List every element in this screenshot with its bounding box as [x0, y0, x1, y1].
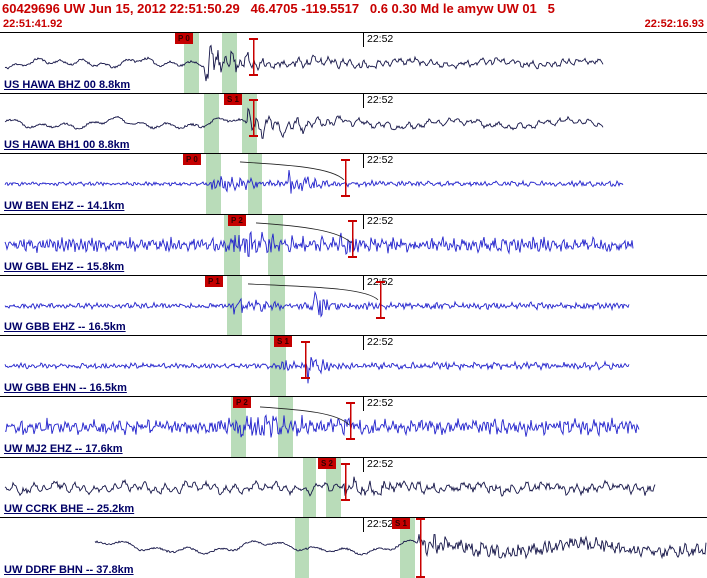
- minute-label: 22:52: [367, 518, 394, 531]
- association-curve: [239, 161, 345, 181]
- time-window-bar: 22:51:41.92 22:52:16.93: [0, 17, 707, 32]
- association-curve: [255, 222, 352, 244]
- phase-pick-marker[interactable]: [341, 159, 350, 198]
- pick-window-band[interactable]: [400, 518, 415, 578]
- phase-pick-label[interactable]: S 2: [318, 457, 337, 469]
- waveform-trace[interactable]: [0, 215, 707, 275]
- channel-row: 22:52 UW BEN EHZ -- 14.1km P 0: [0, 153, 707, 214]
- station-label[interactable]: US HAWA BH1 00 8.8km: [4, 139, 130, 152]
- waveform-trace[interactable]: [0, 154, 707, 214]
- window-end-time: 22:52:16.93: [644, 18, 704, 30]
- pick-window-band[interactable]: [268, 215, 283, 275]
- minute-tick-icon: [363, 397, 364, 411]
- phase-pick-label[interactable]: P 1: [205, 275, 223, 287]
- minute-label: 22:52: [367, 93, 394, 106]
- waveform-trace[interactable]: [0, 518, 707, 578]
- waveform-trace[interactable]: [0, 276, 707, 336]
- channel-row: 22:52 UW GBB EHZ -- 16.5km P 1: [0, 274, 707, 336]
- minute-tick-icon: [363, 93, 364, 108]
- minute-tick-icon: [363, 154, 364, 169]
- phase-pick-marker[interactable]: [249, 98, 258, 137]
- pick-window-band[interactable]: [303, 457, 316, 518]
- phase-pick-label[interactable]: P 0: [175, 33, 193, 44]
- waveform-trace[interactable]: [0, 94, 707, 154]
- waveform-trace[interactable]: [0, 458, 707, 518]
- association-curve: [259, 406, 350, 426]
- channel-row: 22:52 US HAWA BH1 00 8.8km S 1: [0, 92, 707, 154]
- pick-window-band[interactable]: [222, 33, 237, 93]
- window-start-time: 22:51:41.92: [3, 18, 63, 30]
- station-label[interactable]: UW MJ2 EHZ -- 17.6km: [4, 442, 123, 455]
- station-label[interactable]: UW GBL EHZ -- 15.8km: [4, 260, 125, 273]
- minute-label: 22:52: [367, 154, 394, 167]
- phase-pick-marker[interactable]: [249, 38, 258, 76]
- minute-tick-icon: [363, 518, 364, 533]
- phase-pick-marker[interactable]: [348, 220, 357, 258]
- channel-row: 22:52 UW GBB EHN -- 16.5km S 1: [0, 335, 707, 396]
- pick-window-band[interactable]: [227, 275, 242, 336]
- phase-pick-label[interactable]: S 1: [392, 518, 411, 530]
- station-label[interactable]: US HAWA BHZ 00 8.8km: [4, 78, 131, 91]
- pick-window-band[interactable]: [224, 215, 240, 275]
- station-label[interactable]: UW GBB EHN -- 16.5km: [4, 382, 127, 394]
- channel-row: 22:52 US HAWA BHZ 00 8.8km P 0: [0, 32, 707, 93]
- pick-window-band[interactable]: [248, 154, 262, 214]
- station-label[interactable]: UW GBB EHZ -- 16.5km: [4, 321, 126, 334]
- waveform-trace[interactable]: [0, 336, 707, 396]
- station-label[interactable]: UW DDRF BHN -- 37.8km: [4, 564, 134, 576]
- phase-pick-marker[interactable]: [301, 341, 310, 380]
- phase-pick-marker[interactable]: [416, 518, 425, 578]
- pick-window-band[interactable]: [270, 275, 285, 336]
- phase-pick-marker[interactable]: [346, 402, 355, 440]
- pick-window-band[interactable]: [231, 397, 246, 457]
- minute-label: 22:52: [367, 457, 394, 470]
- phase-pick-marker[interactable]: [341, 462, 350, 501]
- phase-pick-label[interactable]: S 1: [274, 336, 293, 348]
- phase-pick-marker[interactable]: [376, 280, 385, 319]
- phase-pick-label[interactable]: P 0: [183, 154, 201, 166]
- minute-tick-icon: [363, 215, 364, 229]
- channel-row: 22:52 UW GBL EHZ -- 15.8km P 2: [0, 214, 707, 275]
- phase-pick-label[interactable]: P 2: [233, 397, 251, 408]
- pick-window-band[interactable]: [204, 93, 219, 154]
- minute-tick-icon: [363, 336, 364, 351]
- waveform-panel-stack: 22:52 US HAWA BHZ 00 8.8km P 0 22:52 US …: [0, 32, 707, 578]
- minute-tick-icon: [363, 33, 364, 47]
- association-curve: [247, 283, 379, 300]
- waveform-trace[interactable]: [0, 397, 707, 457]
- pick-window-band[interactable]: [206, 154, 221, 214]
- station-label[interactable]: UW CCRK BHE -- 25.2km: [4, 503, 135, 516]
- channel-row: 22:52 UW CCRK BHE -- 25.2km S 2: [0, 456, 707, 518]
- station-label[interactable]: UW BEN EHZ -- 14.1km: [4, 200, 125, 212]
- event-summary-bar: 60429696 UW Jun 15, 2012 22:51:50.29 46.…: [2, 1, 555, 16]
- minute-tick-icon: [363, 457, 364, 472]
- minute-label: 22:52: [367, 336, 394, 349]
- minute-label: 22:52: [367, 397, 394, 409]
- minute-label: 22:52: [367, 33, 394, 45]
- channel-row: 22:52 UW DDRF BHN -- 37.8km S 1: [0, 517, 707, 578]
- minute-label: 22:52: [367, 215, 394, 227]
- pick-window-band[interactable]: [295, 518, 309, 578]
- pick-window-band[interactable]: [184, 33, 199, 93]
- minute-tick-icon: [363, 275, 364, 290]
- channel-row: 22:52 UW MJ2 EHZ -- 17.6km P 2: [0, 396, 707, 457]
- waveform-trace[interactable]: [0, 33, 707, 93]
- phase-pick-label[interactable]: S 1: [224, 93, 243, 105]
- phase-pick-label[interactable]: P 2: [228, 215, 246, 226]
